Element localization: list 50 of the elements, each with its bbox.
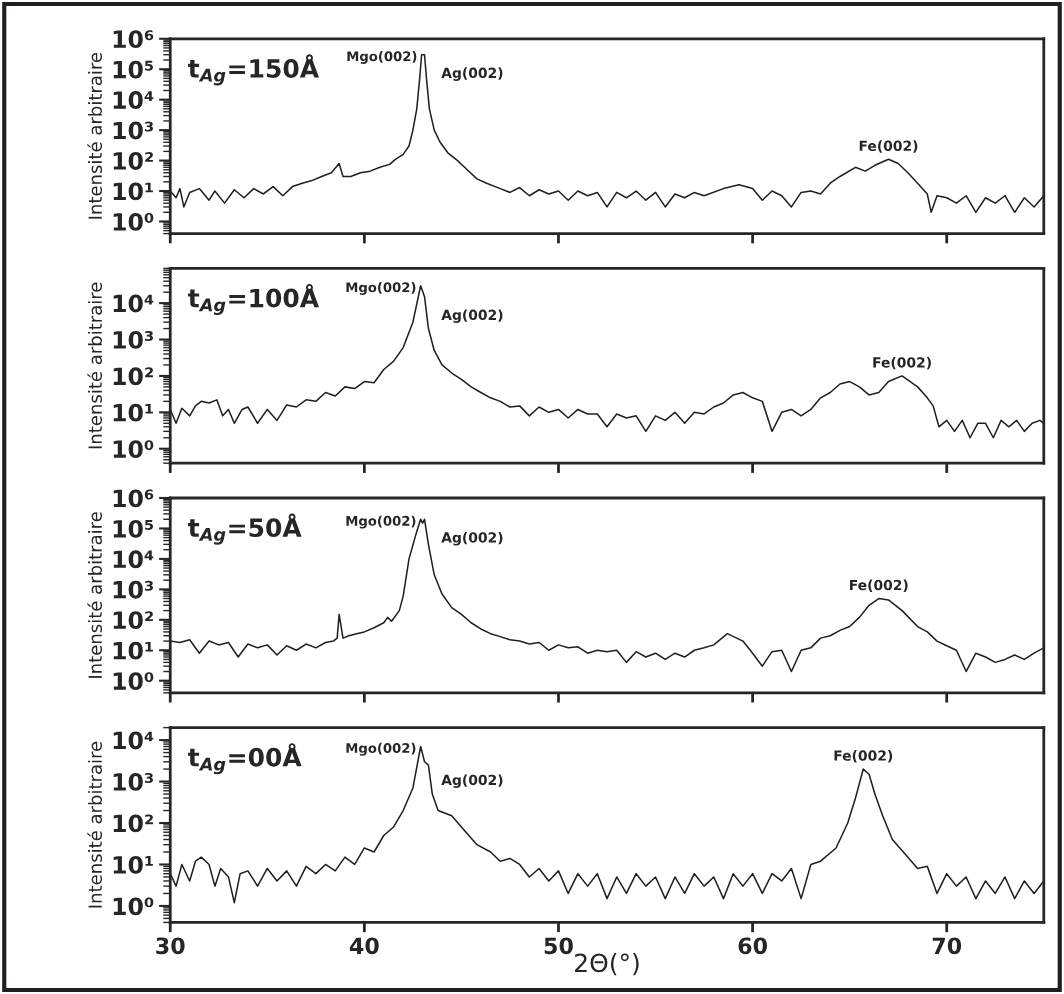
- y-tick-label: 10¹: [113, 641, 153, 660]
- annotation: t$_{Ag}$=150Å: [188, 54, 320, 86]
- x-tick-label: 30: [156, 937, 185, 955]
- y-axis-title: Intensité arbitraire: [87, 282, 103, 449]
- annotation: Ag(002): [441, 309, 503, 323]
- x-tick-label: 40: [349, 937, 379, 955]
- annotation: Mgo(002): [346, 515, 416, 529]
- x-tick-label: 50: [544, 937, 573, 955]
- y-tick-label: 10¹: [113, 855, 153, 874]
- annotation: Mgo(002): [346, 742, 416, 756]
- annotation: Fe(002): [859, 140, 918, 153]
- y-tick-label: 10³: [113, 580, 153, 599]
- annotation: Fe(002): [873, 356, 931, 370]
- y-tick-label: 10³: [113, 121, 153, 140]
- annotation: Fe(002): [850, 579, 908, 592]
- y-tick-label: 10⁴: [113, 550, 154, 569]
- y-tick-label: 10⁵: [113, 519, 153, 538]
- y-tick-label: 10⁰: [113, 440, 154, 459]
- y-tick-label: 10⁰: [113, 212, 154, 231]
- y-tick-label: 10⁴: [113, 731, 154, 750]
- annotation: t$_{Ag}$=00Å: [188, 743, 302, 775]
- y-tick-label: 10⁰: [113, 897, 154, 916]
- y-tick-label: 10⁶: [113, 30, 154, 49]
- y-tick-label: 10²: [113, 152, 153, 170]
- x-tick-label: 60: [738, 937, 767, 955]
- annotation: Fe(002): [834, 750, 893, 763]
- y-tick-label: 10⁴: [113, 91, 154, 109]
- y-tick-label: 10⁰: [113, 672, 154, 691]
- annotation: Mgo(002): [346, 282, 416, 295]
- y-axis-title: Intensité arbitraire: [87, 512, 103, 678]
- annotation: Mgo(002): [347, 51, 417, 64]
- y-tick-label: 10¹: [113, 403, 153, 422]
- y-tick-label: 10¹: [113, 182, 153, 201]
- annotation: Ag(002): [441, 531, 503, 546]
- y-tick-label: 10³: [113, 773, 153, 791]
- y-tick-label: 10²: [113, 611, 153, 630]
- annotation: t$_{Ag}$=100Å: [188, 283, 320, 316]
- annotation: Ag(002): [441, 67, 503, 81]
- y-tick-label: 10²: [113, 814, 153, 833]
- x-tick-label: 70: [932, 937, 962, 955]
- annotation: Ag(002): [441, 774, 503, 788]
- annotation: t$_{Ag}$=50Å: [188, 513, 302, 545]
- y-tick-label: 10²: [113, 367, 153, 386]
- y-tick-label: 10⁶: [113, 489, 154, 508]
- y-axis-title: Intensité arbitraire: [87, 52, 103, 219]
- y-tick-label: 10³: [113, 330, 153, 349]
- x-axis-title: 2Θ(°): [575, 952, 639, 976]
- y-axis-title: Intensité arbitraire: [87, 741, 103, 908]
- y-tick-label: 10⁴: [113, 294, 154, 313]
- y-tick-label: 10⁵: [113, 60, 153, 79]
